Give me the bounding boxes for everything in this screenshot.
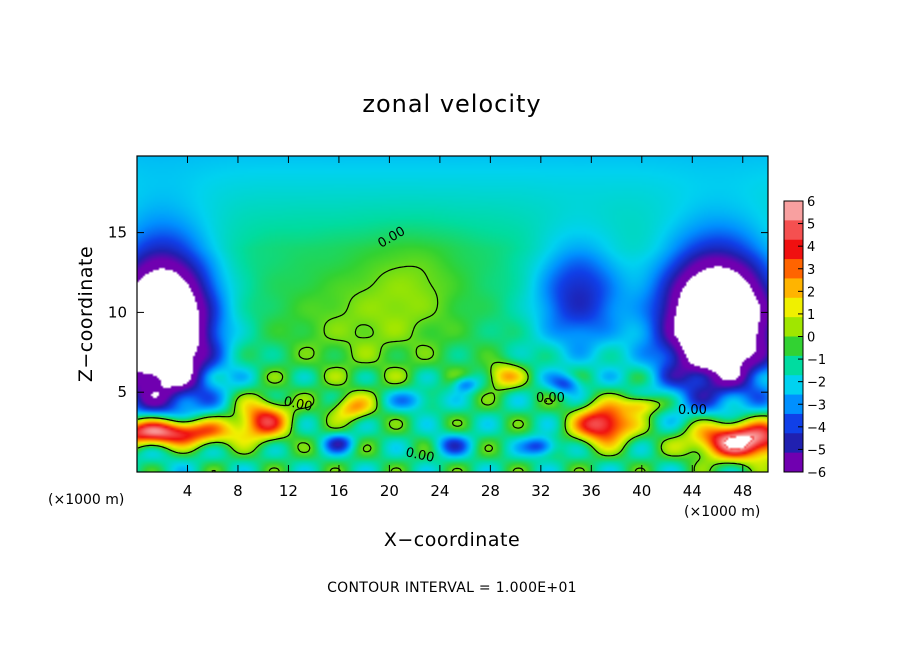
x-tick-label: 8 bbox=[233, 482, 243, 500]
contour-interval-note: CONTOUR INTERVAL = 1.000E+01 bbox=[327, 580, 577, 596]
x-tick-label: 48 bbox=[733, 482, 752, 500]
colorbar-tick-label: −4 bbox=[807, 421, 826, 436]
chart-title: zonal velocity bbox=[362, 90, 541, 118]
colorbar-tick-label: 0 bbox=[807, 331, 815, 346]
colorbar-tick-label: −6 bbox=[807, 466, 826, 481]
colorbar-tick-label: 6 bbox=[807, 195, 815, 210]
colorbar-tick-label: 2 bbox=[807, 285, 815, 300]
contour-label: 0.00 bbox=[404, 445, 435, 466]
colorbar-swatch bbox=[784, 452, 803, 473]
x-units-left: (×1000 m) bbox=[48, 492, 124, 508]
x-axis: 4 8 12 16 20 24 28 32 36 40 44 48 bbox=[183, 156, 752, 500]
x-tick-label: 20 bbox=[380, 482, 399, 500]
colorbar: 6 5 4 3 2 1 0 −1 −2 −3 −4 −5 −6 bbox=[783, 195, 826, 481]
colorbar-swatch bbox=[784, 259, 803, 279]
zero-contour-line bbox=[137, 265, 768, 472]
colorbar-swatch bbox=[784, 394, 803, 415]
colorbar-tick-label: 1 bbox=[807, 308, 815, 323]
x-units-right: (×1000 m) bbox=[684, 504, 760, 520]
zero-contours bbox=[137, 265, 768, 472]
x-tick-label: 16 bbox=[329, 482, 348, 500]
x-tick-label: 4 bbox=[183, 482, 193, 500]
colorbar-swatch bbox=[784, 317, 803, 337]
colorbar-tick-label: 4 bbox=[807, 240, 815, 255]
colorbar-swatch bbox=[784, 433, 803, 454]
x-tick-label: 24 bbox=[430, 482, 449, 500]
colorbar-swatch bbox=[784, 278, 803, 299]
y-tick-label: 5 bbox=[117, 383, 127, 401]
contour-label: 0.00 bbox=[536, 391, 565, 406]
colorbar-swatch bbox=[784, 201, 803, 221]
contour-label: 0.00 bbox=[678, 403, 707, 418]
x-tick-label: 36 bbox=[582, 482, 601, 500]
x-axis-label: X−coordinate bbox=[384, 529, 520, 551]
colorbar-swatch bbox=[784, 220, 803, 241]
x-tick-label: 40 bbox=[632, 482, 651, 500]
x-tick-label: 44 bbox=[683, 482, 702, 500]
colorbar-swatch bbox=[784, 297, 803, 318]
colorbar-swatch bbox=[784, 375, 803, 396]
plot-frame bbox=[136, 155, 769, 473]
colorbar-tick-label: −3 bbox=[807, 398, 826, 413]
plot-area bbox=[136, 155, 769, 473]
colorbar-tick-label: −5 bbox=[807, 443, 826, 458]
colorbar-tick-label: 5 bbox=[807, 218, 815, 233]
heatmap-field bbox=[137, 156, 768, 472]
colorbar-swatch bbox=[784, 239, 803, 260]
colorbar-tick-label: −1 bbox=[807, 353, 826, 368]
y-axis-label: Z−coordinate bbox=[75, 246, 97, 382]
x-tick-label: 12 bbox=[279, 482, 298, 500]
contour-label: 0.00 bbox=[282, 394, 313, 415]
colorbar-tick-label: 3 bbox=[807, 263, 815, 278]
y-axis: 5 10 15 bbox=[108, 224, 768, 401]
colorbar-swatch bbox=[784, 336, 803, 357]
x-tick-label: 28 bbox=[481, 482, 500, 500]
colorbar-swatch bbox=[784, 355, 803, 376]
y-tick-label: 15 bbox=[108, 224, 127, 242]
colorbar-tick-label: −2 bbox=[807, 376, 826, 391]
y-tick-label: 10 bbox=[108, 303, 127, 321]
x-tick-label: 32 bbox=[531, 482, 550, 500]
colorbar-swatch bbox=[784, 413, 803, 434]
